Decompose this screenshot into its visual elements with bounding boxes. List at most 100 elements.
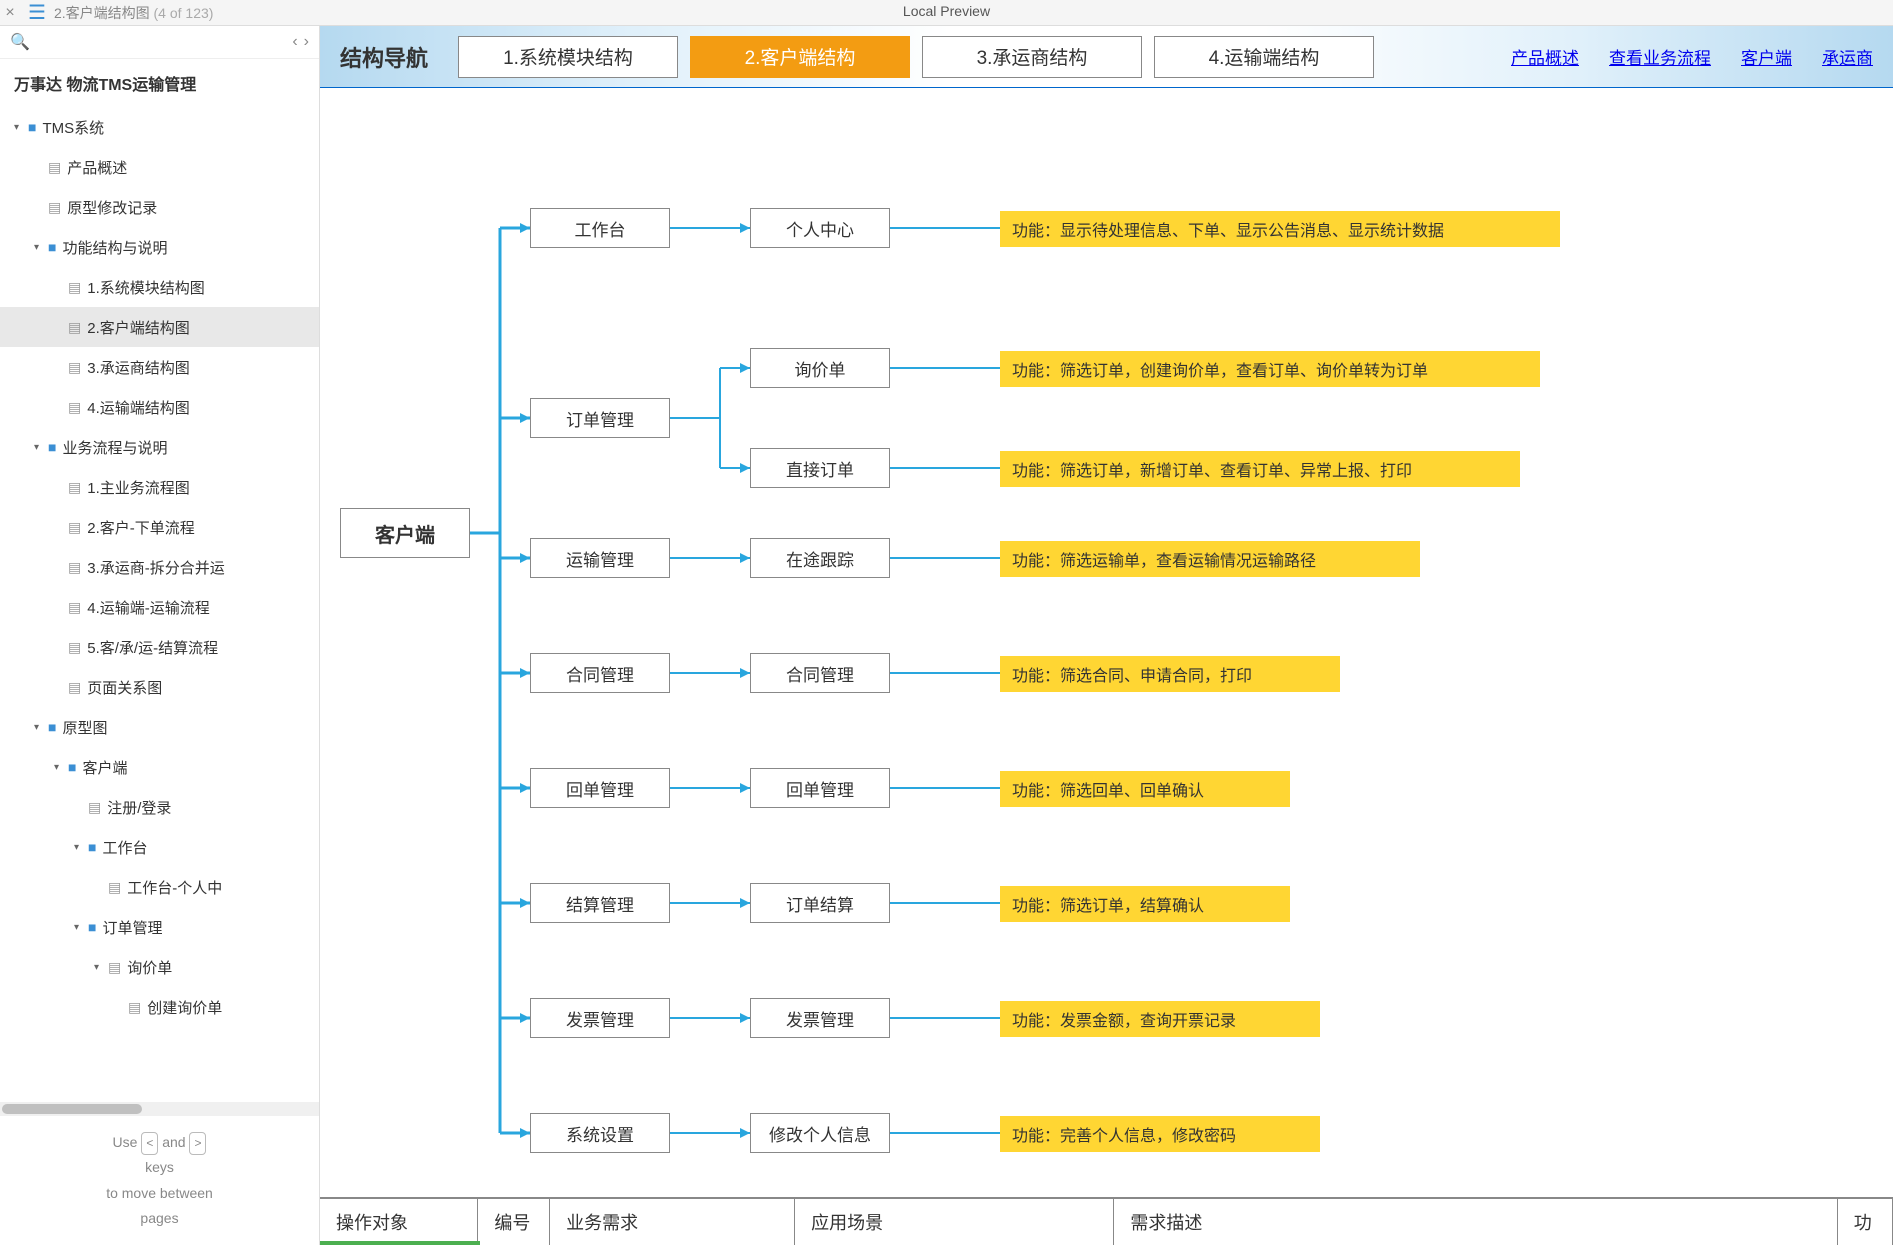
tree-item-label: 4.运输端结构图 (87, 397, 190, 418)
tree-item[interactable]: ▤5.客/承/运-结算流程 (0, 627, 319, 667)
tree-caret-icon[interactable]: ▾ (34, 722, 48, 733)
tab-title: 2.客户端结构图 (4 of 123) (54, 3, 214, 23)
tree-item[interactable]: ▤产品概述 (0, 147, 319, 187)
tree-item-label: 业务流程与说明 (62, 437, 167, 458)
tree-item[interactable]: ▾■ 工作台 (0, 827, 319, 867)
nav-tab[interactable]: 3.承运商结构 (922, 36, 1142, 78)
tree-item-label: 订单管理 (102, 917, 162, 938)
diagram-note: 功能：完善个人信息，修改密码 (1000, 1116, 1320, 1152)
tree-item-label: 1.主业务流程图 (87, 477, 190, 498)
tab-close-icon[interactable]: × (0, 4, 20, 22)
page-icon: ▤ (68, 319, 81, 336)
nav-tab[interactable]: 2.客户端结构 (690, 36, 910, 78)
diagram-node: 回单管理 (750, 768, 890, 808)
tree-item-label: 工作台 (102, 837, 147, 858)
tree-item[interactable]: ▾■原型图 (0, 707, 319, 747)
tree-item[interactable]: ▤4.运输端结构图 (0, 387, 319, 427)
nav-link[interactable]: 查看业务流程 (1609, 44, 1711, 69)
footer-keys: keys (14, 1155, 305, 1180)
tree-item-label: 工作台-个人中 (127, 877, 222, 898)
folder-icon: ■ (48, 439, 56, 455)
diagram-node: 系统设置 (530, 1113, 670, 1153)
tree-item[interactable]: ▾▤询价单 (0, 947, 319, 987)
sidebar: 🔍 ‹ › 万事达 物流TMS运输管理 ▾■TMS系统▤产品概述▤原型修改记录▾… (0, 26, 320, 1245)
folder-icon: ■ (88, 919, 96, 935)
tree-caret-icon[interactable]: ▾ (74, 922, 88, 933)
tree-item-label: TMS系统 (42, 117, 104, 138)
nav-link[interactable]: 客户端 (1741, 44, 1792, 69)
tree-item-label: 2.客户-下单流程 (87, 517, 195, 538)
tree-item-label: 原型图 (62, 717, 107, 738)
tree-item[interactable]: ▤2.客户-下单流程 (0, 507, 319, 547)
diagram-node: 发票管理 (750, 998, 890, 1038)
tree-item[interactable]: ▾■TMS系统 (0, 107, 319, 147)
tree-item-label: 询价单 (127, 957, 172, 978)
diagram-note: 功能：筛选回单、回单确认 (1000, 771, 1290, 807)
tree-caret-icon[interactable]: ▾ (34, 442, 48, 453)
tab-title-text: 2.客户端结构图 (54, 5, 150, 21)
tree-caret-icon[interactable]: ▾ (74, 842, 88, 853)
right-key-hint: > (189, 1132, 206, 1156)
nav-header: 结构导航 1.系统模块结构2.客户端结构3.承运商结构4.运输端结构 产品概述查… (320, 26, 1893, 88)
tree-item[interactable]: ▤页面关系图 (0, 667, 319, 707)
left-key-hint: < (141, 1132, 158, 1156)
page-icon: ▤ (48, 159, 61, 176)
tab-menu-icon[interactable]: ☰ (28, 0, 46, 25)
tree-item[interactable]: ▤ 2.客户端结构图 (0, 307, 319, 347)
tree-caret-icon[interactable]: ▾ (34, 242, 48, 253)
tree-item[interactable]: ▤ 1.主业务流程图 (0, 467, 319, 507)
sidebar-top: 🔍 ‹ › (0, 26, 319, 59)
page-icon: ▤ (68, 599, 81, 616)
footer-move: to move between (14, 1181, 305, 1206)
tree-caret-icon[interactable]: ▾ (14, 122, 28, 133)
diagram-node: 结算管理 (530, 883, 670, 923)
tree-item-label: 创建询价单 (147, 997, 222, 1018)
tree-caret-icon[interactable]: ▾ (94, 962, 108, 973)
prev-page-icon[interactable]: ‹ (292, 33, 297, 51)
tree-item[interactable]: ▾■ 业务流程与说明 (0, 427, 319, 467)
folder-icon: ■ (88, 839, 96, 855)
tree-item[interactable]: ▤ 3.承运商-拆分合并运 (0, 547, 319, 587)
page-icon: ▤ (68, 279, 81, 296)
page-icon: ▤ (68, 359, 81, 376)
diagram-node: 订单结算 (750, 883, 890, 923)
table-header-cell: 业务需求 (550, 1199, 795, 1245)
tree-item[interactable]: ▤4.运输端-运输流程 (0, 587, 319, 627)
nav-tab[interactable]: 4.运输端结构 (1154, 36, 1374, 78)
search-icon[interactable]: 🔍 (10, 32, 30, 52)
footer-pages: pages (14, 1206, 305, 1231)
table-header-cell: 应用场景 (795, 1199, 1114, 1245)
next-page-icon[interactable]: › (304, 33, 309, 51)
page-icon: ▤ (68, 479, 81, 496)
page-icon: ▤ (68, 559, 81, 576)
content: 结构导航 1.系统模块结构2.客户端结构3.承运商结构4.运输端结构 产品概述查… (320, 26, 1893, 1245)
tree-item[interactable]: ▤注册/登录 (0, 787, 319, 827)
tree-item-label: 2.客户端结构图 (87, 317, 190, 338)
diagram-node: 合同管理 (750, 653, 890, 693)
nav-arrows: ‹ › (292, 33, 309, 51)
tree-item[interactable]: ▤工作台-个人中 (0, 867, 319, 907)
tree-caret-icon[interactable]: ▾ (54, 762, 68, 773)
top-tabbar: × ☰ 2.客户端结构图 (4 of 123) Local Preview (0, 0, 1893, 26)
nav-link[interactable]: 产品概述 (1511, 44, 1579, 69)
nav-link[interactable]: 承运商 (1822, 44, 1873, 69)
tree-item[interactable]: ▾■ 订单管理 (0, 907, 319, 947)
diagram-node: 个人中心 (750, 208, 890, 248)
tree-item[interactable]: ▤创建询价单 (0, 987, 319, 1027)
tree-item[interactable]: ▤原型修改记录 (0, 187, 319, 227)
diagram-note: 功能：筛选订单，结算确认 (1000, 886, 1290, 922)
diagram-node: 询价单 (750, 348, 890, 388)
sidebar-footer: Use < and > keys to move between pages (0, 1116, 319, 1245)
tree-item-label: 功能结构与说明 (62, 237, 167, 258)
tree-item-label: 注册/登录 (107, 797, 171, 818)
diagram-node: 在途跟踪 (750, 538, 890, 578)
tree-item-label: 3.承运商-拆分合并运 (87, 557, 225, 578)
tree-item[interactable]: ▾■客户端 (0, 747, 319, 787)
nav-tab[interactable]: 1.系统模块结构 (458, 36, 678, 78)
sidebar-h-scrollbar[interactable] (0, 1102, 319, 1116)
preview-label: Local Preview (903, 3, 990, 19)
tree-item[interactable]: ▤1.系统模块结构图 (0, 267, 319, 307)
tree-item[interactable]: ▾■功能结构与说明 (0, 227, 319, 267)
tree-item[interactable]: ▤3.承运商结构图 (0, 347, 319, 387)
diagram-node: 订单管理 (530, 398, 670, 438)
